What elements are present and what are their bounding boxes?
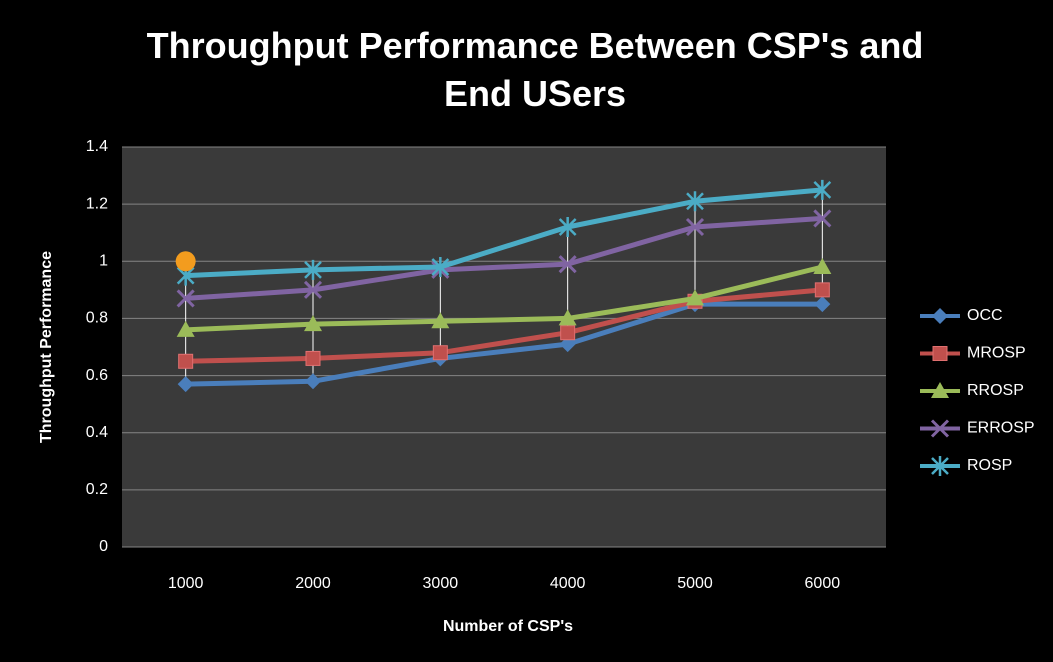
marker: [558, 309, 577, 326]
legend-label: MROSP: [967, 345, 1026, 362]
y-tick-label: 0.6: [86, 367, 108, 384]
y-tick-label: 0.4: [86, 424, 108, 441]
x-axis-label: Number of CSP's: [443, 618, 573, 635]
marker: [303, 280, 323, 299]
y-tick-label: 1: [99, 253, 108, 270]
marker: [305, 373, 321, 390]
marker: [814, 296, 831, 313]
series-line: [185, 264, 823, 333]
y-tick-label: 1.4: [86, 138, 108, 155]
marker: [304, 259, 322, 280]
marker: [686, 191, 704, 212]
highlight-point: [175, 251, 196, 272]
x-tick-label: 4000: [550, 575, 586, 592]
marker: [558, 217, 577, 237]
marker: [176, 320, 195, 337]
marker: [813, 209, 832, 228]
marker: [932, 308, 948, 324]
marker: [813, 258, 832, 274]
x-tick-label: 5000: [677, 575, 713, 592]
legend-label: OCC: [967, 307, 1003, 324]
marker: [685, 217, 705, 237]
marker: [305, 350, 321, 366]
x-tick-label: 2000: [295, 575, 331, 592]
marker: [176, 289, 195, 308]
marker: [813, 179, 832, 200]
marker: [177, 376, 194, 393]
marker: [686, 289, 704, 306]
marker: [560, 325, 576, 341]
x-tick-label: 3000: [423, 575, 459, 592]
y-tick-label: 0.2: [86, 481, 108, 498]
marker: [431, 257, 450, 277]
marker: [814, 282, 830, 298]
chart-title: Throughput Performance Between CSP's and…: [146, 25, 924, 114]
y-axis-label: Throughput Performance: [38, 251, 55, 443]
marker: [432, 345, 448, 361]
marker: [930, 419, 950, 438]
marker: [431, 312, 450, 329]
marker: [931, 382, 949, 398]
plot-area: [122, 147, 886, 547]
marker: [558, 255, 577, 274]
y-tick-label: 1.2: [86, 195, 108, 212]
marker: [304, 315, 322, 332]
marker: [932, 346, 948, 361]
marker: [178, 353, 194, 369]
legend-label: RROSP: [967, 382, 1024, 399]
x-tick-label: 6000: [805, 575, 841, 592]
series-line: [185, 187, 823, 279]
series-line: [185, 287, 823, 364]
series-line: [185, 215, 823, 301]
x-tick-label: 1000: [168, 575, 204, 592]
y-tick-label: 0: [99, 538, 108, 555]
y-tick-label: 0.8: [86, 310, 108, 327]
legend-label: ROSP: [967, 457, 1012, 474]
marker: [931, 456, 949, 476]
legend-label: ERROSP: [967, 420, 1035, 437]
series-line: [185, 301, 823, 387]
